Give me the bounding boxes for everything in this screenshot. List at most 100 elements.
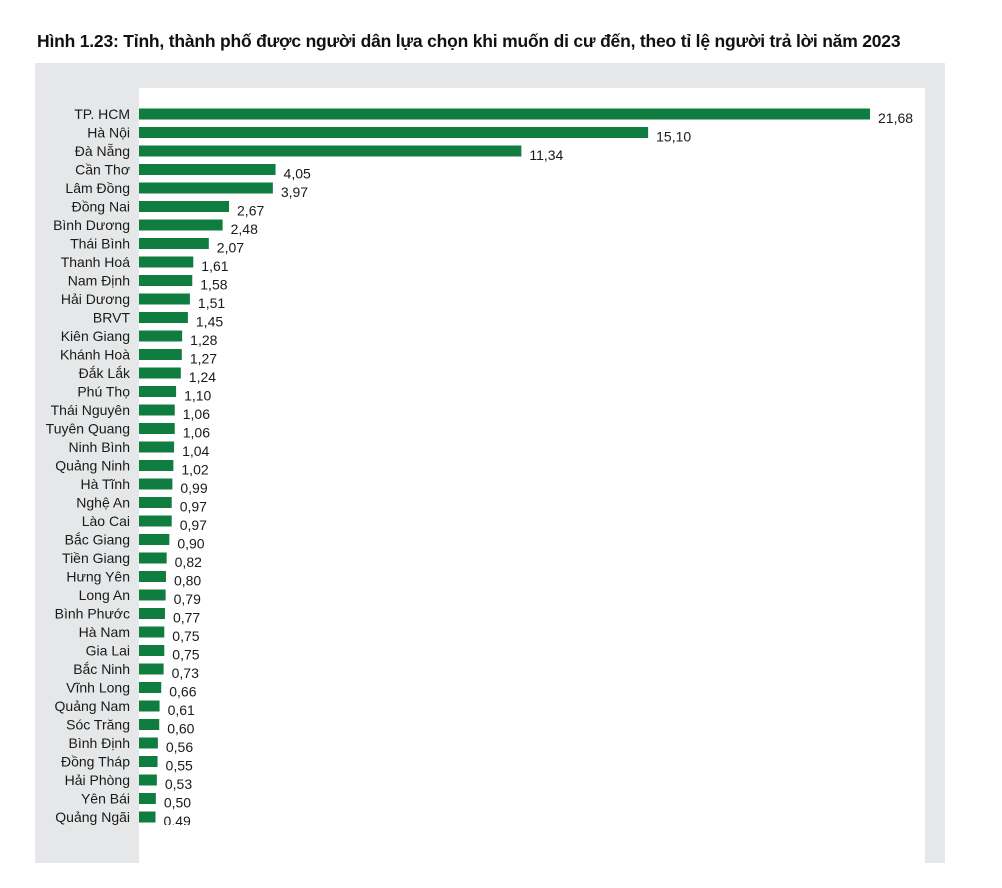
value-label: 3,97: [281, 184, 308, 200]
category-label: Bình Phước: [55, 606, 130, 622]
category-label: Gia Lai: [86, 643, 130, 659]
bar-row: Thái Nguyên 1,06: [51, 402, 211, 422]
bar-row: Đà Nẵng 11,34: [75, 143, 564, 163]
bar-row: Phú Thọ 1,10: [77, 384, 211, 404]
value-label: 0,60: [167, 721, 194, 737]
value-label: 1,02: [181, 462, 208, 478]
bar: [139, 293, 190, 305]
category-label: Hà Nội: [87, 125, 130, 141]
category-label: Hải Phòng: [65, 772, 130, 788]
bar-row: Yên Bái 0,50: [81, 791, 191, 811]
bar: [139, 608, 165, 619]
bar-row: Bình Phước 0,77: [55, 606, 201, 626]
value-label: 0,75: [172, 647, 199, 663]
category-label: Đắk Lắk: [79, 365, 131, 381]
value-label: 0,53: [165, 776, 192, 792]
bar-row: Thanh Hoá 1,61: [61, 254, 229, 274]
value-label: 1,24: [189, 369, 216, 385]
value-label: 4,05: [284, 166, 311, 182]
category-label: Bắc Giang: [65, 532, 130, 548]
bar: [139, 256, 194, 268]
value-label: 0,56: [166, 739, 193, 755]
bar-row: Gia Lai 0,75: [86, 643, 200, 663]
value-label: 1,61: [201, 258, 228, 274]
bar: [139, 682, 162, 693]
value-label: 1,51: [198, 295, 225, 311]
bar-row: Đồng Tháp 0,55: [61, 754, 193, 774]
category-label: Sóc Trăng: [66, 717, 130, 733]
category-label: Kiên Giang: [61, 328, 130, 344]
bar: [139, 275, 193, 286]
bar-row: Đồng Nai 2,67: [72, 199, 265, 219]
bar: [139, 626, 165, 638]
category-label: Đà Nẵng: [75, 143, 130, 159]
category-label: TP. HCM: [74, 106, 130, 122]
bar: [139, 238, 209, 249]
value-label: 0,77: [173, 610, 200, 626]
value-label: 2,07: [217, 240, 244, 256]
category-label: Thái Nguyên: [51, 402, 130, 418]
bar-row: TP. HCM 21,68: [74, 106, 913, 126]
bar-row: Nghệ An 0,97: [76, 495, 207, 515]
bar-row: Sóc Trăng 0,60: [66, 717, 195, 737]
value-label: 0,75: [172, 628, 199, 644]
value-label: 1,04: [182, 443, 209, 459]
value-label: 0,61: [168, 702, 195, 718]
bar-row: Hải Phòng 0,53: [65, 772, 193, 792]
category-label: Phú Thọ: [77, 384, 130, 400]
bar: [139, 793, 156, 804]
category-label: Ninh Bình: [69, 439, 130, 455]
category-label: Bắc Ninh: [73, 661, 130, 677]
value-label: 21,68: [878, 110, 913, 126]
bar: [139, 367, 181, 379]
bar-row: Hà Nội 15,10: [87, 125, 691, 145]
bar-row: Vĩnh Long 0,66: [66, 680, 197, 700]
bar: [139, 312, 188, 323]
bar-row: Bình Dương 2,48: [53, 217, 258, 237]
bar: [139, 386, 177, 397]
bar-row: Cần Thơ 4,05: [75, 162, 311, 182]
value-label: 2,67: [237, 203, 264, 219]
bar-row: BRVT 1,45: [93, 310, 223, 330]
value-label: 11,34: [529, 147, 563, 163]
bar-row: Bắc Giang 0,90: [65, 532, 205, 552]
category-label: Bình Dương: [53, 217, 130, 233]
category-label: Hà Nam: [79, 624, 130, 640]
value-label: 1,27: [190, 351, 217, 367]
value-label: 1,28: [190, 332, 217, 348]
bar-row: Lâm Đồng 3,97: [65, 180, 308, 200]
value-label: 0,50: [164, 795, 191, 811]
category-label: Bình Định: [69, 735, 130, 751]
category-label: BRVT: [93, 310, 131, 326]
bar: [139, 164, 276, 175]
bar-row: Đắk Lắk 1,24: [79, 365, 217, 385]
category-label: Quảng Ngãi: [55, 809, 130, 825]
bar: [139, 330, 183, 342]
category-label: Nghệ An: [76, 495, 130, 511]
bar: [139, 571, 166, 582]
bar-row: Lào Cai 0,97: [82, 513, 207, 533]
value-label: 1,10: [184, 388, 211, 404]
bar: [139, 589, 166, 601]
plot-area: [139, 88, 925, 888]
category-label: Cần Thơ: [75, 162, 130, 178]
category-label: Hải Dương: [61, 291, 130, 307]
category-label: Hà Tĩnh: [80, 476, 130, 492]
value-label: 0,97: [180, 499, 207, 515]
bar: [139, 404, 175, 416]
bar-row: Thái Bình 2,07: [70, 236, 244, 256]
value-label: 0,49: [164, 813, 191, 825]
bar: [139, 663, 164, 675]
bar: [139, 737, 158, 749]
bar-chart: TP. HCM 21,68 Hà Nội 15,10 Đà Nẵng 11,34 Cần T…: [46, 106, 914, 825]
bar: [139, 201, 230, 212]
category-label: Thái Bình: [70, 236, 130, 252]
bar: [139, 552, 167, 564]
value-label: 1,45: [196, 314, 223, 330]
category-label: Quảng Nam: [55, 698, 130, 714]
bar-row: Ninh Bình 1,04: [69, 439, 210, 459]
value-label: 0,79: [174, 591, 201, 607]
value-label: 0,73: [172, 665, 199, 681]
value-label: 0,99: [180, 480, 207, 496]
value-label: 0,55: [166, 758, 193, 774]
